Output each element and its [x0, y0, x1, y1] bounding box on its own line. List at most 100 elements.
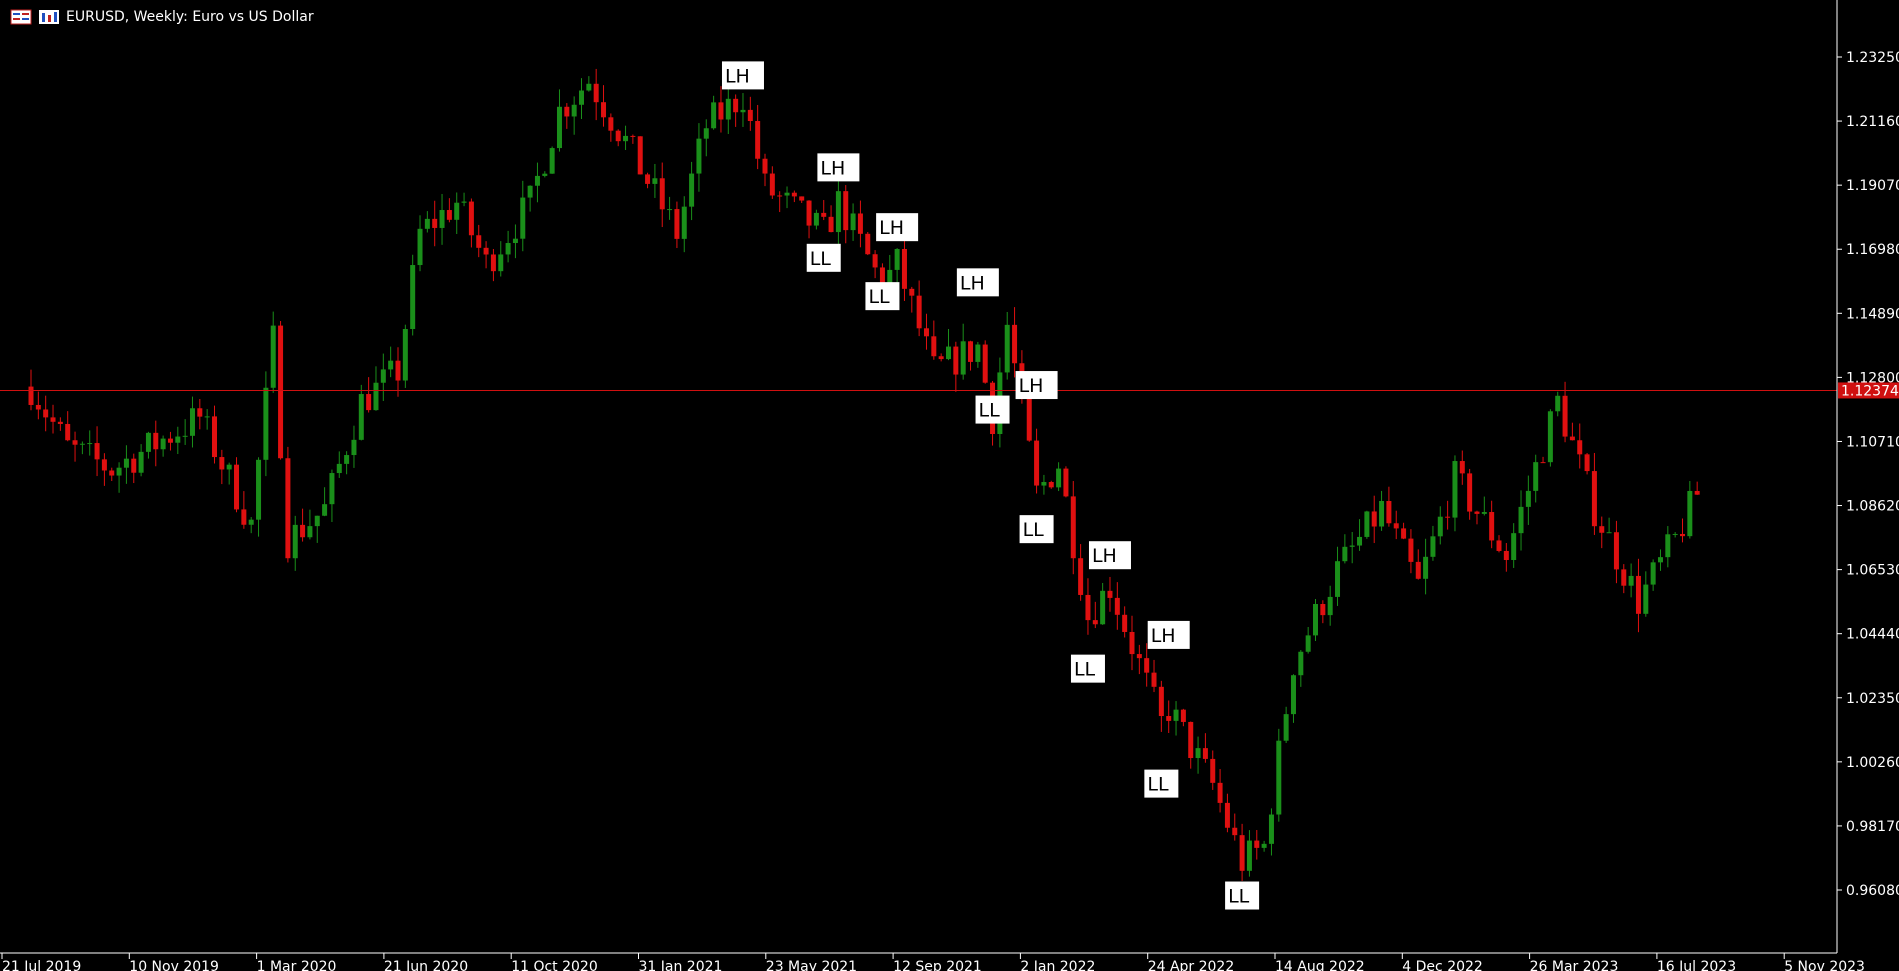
candle: [1687, 481, 1693, 539]
candles-layer: [28, 68, 1700, 881]
price-tick-label: 1.19070: [1846, 178, 1899, 194]
candle: [1144, 643, 1150, 687]
candle: [234, 457, 240, 513]
candle: [960, 323, 966, 380]
candle: [212, 405, 217, 464]
candle: [1246, 830, 1252, 877]
candle: [747, 96, 753, 131]
svg-text:LL: LL: [1074, 659, 1096, 681]
candle: [1386, 486, 1392, 527]
candle: [87, 430, 93, 456]
candle: [314, 515, 320, 543]
lower-low-label: LL: [865, 282, 900, 311]
candle: [894, 248, 900, 283]
svg-text:LH: LH: [1019, 375, 1044, 397]
svg-text:LL: LL: [979, 400, 1001, 422]
price-tick-label: 1.06530: [1846, 563, 1899, 579]
candle: [1628, 563, 1634, 598]
lower-low-label: LL: [1070, 654, 1105, 683]
chart-window-icon[interactable]: [38, 9, 60, 25]
price-tick-label: 1.23250: [1846, 50, 1899, 66]
candle: [1467, 468, 1473, 520]
candle: [109, 467, 115, 482]
candle: [1401, 522, 1407, 540]
candle: [1136, 644, 1142, 675]
candle: [659, 162, 665, 228]
candle: [556, 89, 562, 152]
price-tick-label: 1.02350: [1846, 691, 1899, 707]
candle: [615, 129, 621, 147]
candle: [1496, 535, 1502, 553]
candle: [931, 320, 937, 360]
candle: [1349, 531, 1355, 564]
time-tick-label: 24 Apr 2022: [1148, 959, 1235, 971]
candle: [468, 198, 474, 248]
chart-grid-icon[interactable]: [10, 9, 32, 25]
candle: [1195, 736, 1201, 774]
candle: [909, 286, 915, 313]
candle: [446, 198, 452, 223]
price-tick-label: 1.14890: [1846, 306, 1899, 322]
candle: [542, 171, 548, 178]
candle: [498, 241, 504, 277]
candle: [1503, 543, 1509, 572]
candle: [402, 324, 408, 388]
candle: [857, 200, 863, 248]
candle: [1268, 808, 1274, 856]
candle: [50, 404, 56, 434]
price-tick-label: 1.04440: [1846, 627, 1899, 643]
candle: [762, 153, 768, 187]
candle: [432, 200, 438, 247]
candle: [527, 185, 533, 212]
candle: [1599, 516, 1605, 549]
candle: [57, 417, 63, 431]
lower-low-label: LL: [1225, 881, 1260, 910]
candle: [101, 453, 107, 486]
candle: [1423, 538, 1429, 595]
candle: [366, 377, 372, 413]
candle: [512, 224, 518, 259]
price-axis: 1.23250 1.21160 1.19070 1.16980 1.14890 1.128…: [1837, 50, 1899, 899]
candle: [1335, 546, 1341, 606]
candle: [79, 441, 85, 455]
svg-text:LH: LH: [1151, 625, 1176, 647]
lower-high-label: LH: [1015, 371, 1058, 400]
candle: [1694, 481, 1700, 495]
candle: [182, 419, 188, 445]
candle: [1004, 311, 1010, 380]
candle: [1063, 466, 1069, 498]
candle: [1459, 450, 1465, 485]
candle: [116, 462, 122, 493]
candle: [1643, 571, 1649, 617]
candle: [1048, 480, 1054, 489]
candle: [145, 431, 151, 459]
candle: [703, 119, 709, 157]
candle: [652, 163, 658, 198]
candle: [1525, 475, 1531, 525]
candle: [806, 200, 812, 239]
chart-title-bar: EURUSD, Weekly: Euro vs US Dollar: [0, 0, 1846, 34]
candle: [1621, 564, 1627, 594]
candle: [167, 431, 173, 451]
candle: [123, 445, 129, 484]
candle: [160, 435, 166, 457]
candle: [1202, 733, 1208, 763]
candle: [1034, 428, 1040, 494]
svg-text:LL: LL: [1147, 774, 1169, 796]
candle: [1379, 490, 1385, 531]
time-tick-label: 14 Aug 2022: [1275, 959, 1365, 971]
time-axis: 21 Jul 2019 10 Nov 2019 1 Mar 2020 21 Jun 2…: [1, 953, 1865, 971]
candle: [843, 185, 849, 244]
candle: [725, 81, 731, 134]
candle: [718, 86, 724, 133]
candle: [292, 515, 298, 571]
candle: [637, 136, 643, 175]
time-tick-label: 31 Jan 2021: [639, 959, 723, 971]
candle: [1180, 708, 1186, 727]
candle: [813, 209, 819, 230]
candle: [1085, 578, 1091, 635]
svg-text:LL: LL: [868, 286, 890, 308]
candle: [461, 192, 467, 207]
candle: [263, 371, 269, 477]
